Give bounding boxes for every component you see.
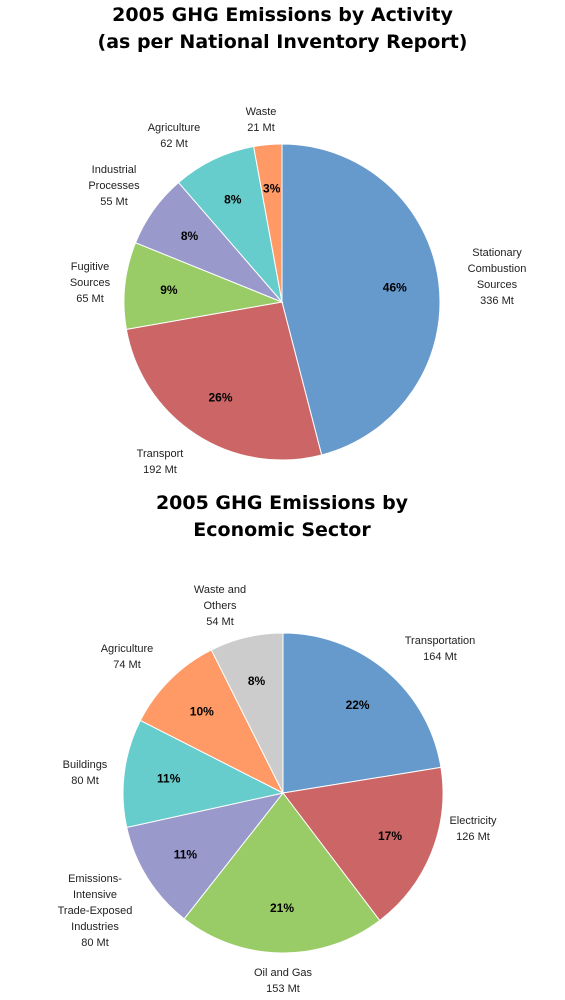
slice-oil-and-gas	[183, 792, 381, 954]
activity-chart-title: 2005 GHG Emissions by Activity (as per N…	[0, 2, 565, 56]
category-label-agriculture: Agriculture 62 Mt	[148, 122, 201, 150]
category-label-waste: Waste 21 Mt	[246, 106, 277, 134]
sector-chart-title: 2005 GHG Emissions by Economic Sector	[102, 490, 462, 544]
sector-title-text: 2005 GHG Emissions by Economic Sector	[155, 492, 409, 541]
category-label-fugitive-sources: Fugitive Sources 65 Mt	[70, 261, 111, 305]
slice-buildings	[122, 719, 285, 829]
pct-label-buildings: 11%	[157, 771, 181, 785]
category-label-waste-and-others: Waste and Others 54 Mt	[194, 584, 246, 628]
sector-pie: 22% 17% 21% 11% 11% 10% 8% Transportation 164 Mt…	[58, 584, 497, 995]
category-label-agriculture: Agriculture 74 Mt	[101, 643, 154, 671]
category-label-transportation: Transportation 164 Mt	[405, 635, 476, 663]
pct-label-waste-and-others: 8%	[248, 674, 266, 688]
category-label-buildings: Buildings 80 Mt	[63, 759, 108, 787]
slice-stationary-combustion-sources	[281, 143, 441, 456]
pct-label-industrial-processes: 8%	[181, 229, 199, 243]
activity-subtitle-line: (as per National Inventory Report)	[97, 31, 468, 53]
slice-electricity	[282, 766, 444, 922]
activity-title-line: 2005 GHG Emissions by Activity	[112, 4, 453, 26]
activity-chart: 2005 GHG Emissions by Activity (as per N…	[0, 0, 565, 490]
category-label-industrial-processes: Industrial Processes 55 Mt	[88, 164, 140, 208]
slice-agriculture	[139, 649, 285, 795]
pct-label-fugitive-sources: 9%	[160, 283, 178, 297]
pct-label-agriculture: 10%	[190, 704, 214, 718]
sector-chart: 2005 GHG Emissions by Economic Sector 22…	[0, 490, 565, 1000]
slice-agriculture	[177, 145, 283, 304]
pct-label-stationary-combustion-sources: 46%	[383, 281, 407, 295]
category-label-emissions-intensive-trade-exposed-industries: Emissions-Intensive Trade-Exposed Industri…	[58, 873, 133, 949]
pct-label-transportation: 22%	[346, 698, 370, 712]
category-label-stationary-combustion-sources: Stationary Combustion Sources 336 Mt	[468, 247, 527, 307]
pct-label-transport: 26%	[208, 391, 232, 405]
pct-label-emissions-intensive-trade-exposed-industries: 11%	[174, 847, 198, 861]
slice-waste-and-others	[210, 632, 284, 794]
slice-fugitive-sources	[123, 242, 284, 330]
slice-emissions-intensive-trade-exposed-industries	[126, 792, 285, 920]
category-label-transport: Transport 192 Mt	[137, 448, 184, 476]
pct-label-agriculture: 8%	[224, 192, 242, 206]
category-label-oil-and-gas: Oil and Gas 153 Mt	[254, 967, 313, 995]
slice-transportation	[282, 632, 442, 794]
slice-waste	[253, 143, 283, 303]
category-label-electricity: Electricity 126 Mt	[449, 815, 497, 843]
slice-transport	[125, 301, 323, 461]
pct-label-electricity: 17%	[378, 829, 402, 843]
pct-label-waste: 3%	[263, 182, 281, 196]
pct-label-oil-and-gas: 21%	[270, 901, 294, 915]
activity-pie: 46% 26% 9% 8% 8% 3% Stationary Combustion Source…	[70, 106, 527, 476]
